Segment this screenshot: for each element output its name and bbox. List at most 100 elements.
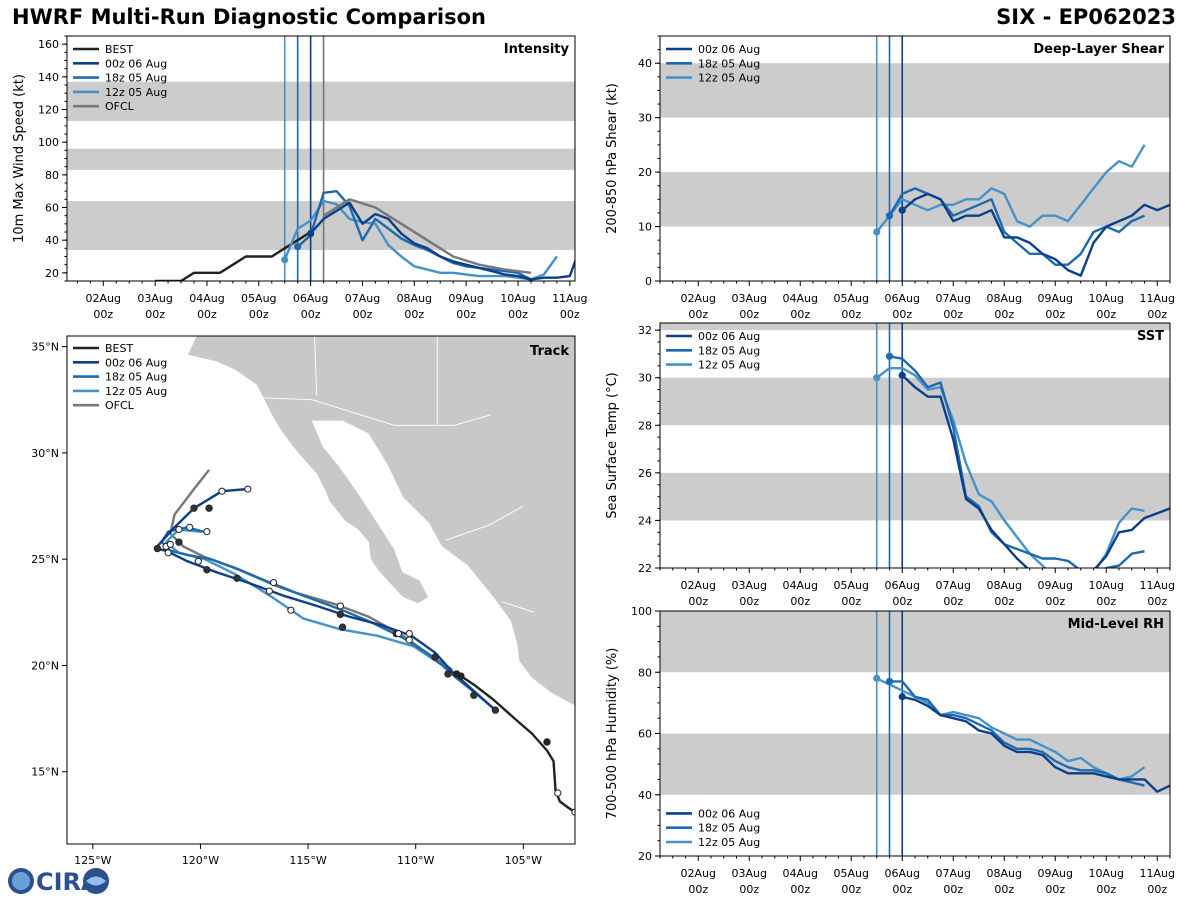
x-tick-day: 03Aug xyxy=(137,292,172,305)
legend-label: 12z 05 Aug xyxy=(698,359,760,372)
x-tick-hour: 00z xyxy=(892,595,912,608)
panel-track: 125°W 120°W 115°W 110°W 105°W 15°N 20°N 25°N 30°… xyxy=(31,335,576,867)
track-line-run18 xyxy=(160,526,497,712)
x-tick-hour: 00z xyxy=(739,595,759,608)
x-tick-day: 07Aug xyxy=(936,579,971,592)
legend-label: 00z 06 Aug xyxy=(698,807,760,820)
x-tick-day: 09Aug xyxy=(1038,292,1073,305)
x-tick-hour: 00z xyxy=(841,595,861,608)
track-point-open xyxy=(554,789,562,797)
threshold-band xyxy=(660,323,1170,331)
init-marker-run12 xyxy=(873,674,881,682)
land-mass xyxy=(186,336,575,707)
legend-label: OFCL xyxy=(105,100,135,113)
track-point-open xyxy=(571,808,575,816)
x-tick-hour: 00z xyxy=(943,308,963,321)
threshold-band xyxy=(67,81,575,121)
x-tick-day: 11Aug xyxy=(1140,579,1175,592)
x-tick-day: 07Aug xyxy=(936,292,971,305)
x-tick-hour: 00z xyxy=(688,595,708,608)
x-tick-day: 05Aug xyxy=(834,579,869,592)
series-line-run00 xyxy=(901,192,1170,277)
init-marker-run18 xyxy=(885,212,894,220)
panel-title: Deep-Layer Shear xyxy=(1033,42,1164,57)
x-tick-day: 08Aug xyxy=(987,579,1022,592)
state-border xyxy=(445,505,524,541)
x-tick-day: 10Aug xyxy=(1089,867,1124,880)
x-tick-label: 110°W xyxy=(397,854,434,867)
track-point-open xyxy=(244,485,252,493)
track-point-filled xyxy=(452,670,461,678)
y-axis-label: 10m Max Wind Speed (kt) xyxy=(12,74,27,243)
x-tick-day: 02Aug xyxy=(86,292,121,305)
x-tick-day: 04Aug xyxy=(189,292,224,305)
page-title: HWRF Multi-Run Diagnostic Comparison xyxy=(12,5,487,29)
legend-label: 12z 05 Aug xyxy=(698,836,760,849)
x-tick-hour: 00z xyxy=(892,308,912,321)
init-marker-run12 xyxy=(873,228,881,236)
plot-area xyxy=(660,323,1170,568)
x-tick-label: 115°W xyxy=(289,854,326,867)
x-tick-day: 03Aug xyxy=(732,867,767,880)
track-point-filled xyxy=(233,574,241,583)
x-tick-label: 105°W xyxy=(505,854,542,867)
x-tick-day: 03Aug xyxy=(732,579,767,592)
init-marker-run12 xyxy=(281,256,289,264)
x-tick-hour: 00z xyxy=(943,595,963,608)
state-border xyxy=(262,397,492,426)
storm-id: SIX - EP062023 xyxy=(996,5,1176,29)
panel-shear: 0 10 20 30 40 02Aug 00z 03Aug 00z 04Aug 00z 05Aug 00… xyxy=(605,35,1175,321)
x-tick-hour: 00z xyxy=(688,883,708,896)
x-tick-day: 11Aug xyxy=(1140,867,1175,880)
x-tick-hour: 00z xyxy=(790,308,810,321)
y-tick-label: 26 xyxy=(638,467,652,480)
threshold-band xyxy=(660,63,1170,118)
x-tick-day: 05Aug xyxy=(834,867,869,880)
legend-label: 12z 05 Aug xyxy=(105,385,167,398)
threshold-band xyxy=(67,148,575,170)
x-tick-hour: 00z xyxy=(145,308,165,321)
legend-label: 12z 05 Aug xyxy=(698,72,760,85)
legend-label: 00z 06 Aug xyxy=(698,330,760,343)
track-point-filled xyxy=(336,610,345,619)
legend-label: 18z 05 Aug xyxy=(698,822,760,835)
track-point-open xyxy=(218,487,226,495)
plot-area xyxy=(660,611,1170,856)
x-tick-hour: 00z xyxy=(197,308,217,321)
track-point-filled xyxy=(190,504,198,512)
y-tick-label: 15°N xyxy=(31,766,59,779)
x-tick-hour: 00z xyxy=(1096,308,1116,321)
y-tick-label: 100 xyxy=(631,605,652,618)
y-tick-label: 140 xyxy=(38,71,59,84)
legend-label: 18z 05 Aug xyxy=(105,72,167,85)
x-tick-hour: 00z xyxy=(1147,308,1167,321)
track-point-filled xyxy=(153,544,162,553)
legend-label: 18z 05 Aug xyxy=(698,344,760,357)
y-axis-label: 200-850 hPa Shear (kt) xyxy=(605,83,620,234)
panel-title: SST xyxy=(1137,329,1164,344)
threshold-band xyxy=(660,611,1170,673)
x-tick-day: 06Aug xyxy=(293,292,328,305)
threshold-band xyxy=(660,377,1170,426)
x-tick-day: 10Aug xyxy=(1089,292,1124,305)
legend-label: 00z 06 Aug xyxy=(105,356,167,369)
x-tick-day: 04Aug xyxy=(783,867,818,880)
y-tick-label: 60 xyxy=(638,728,652,741)
y-tick-label: 30 xyxy=(638,372,652,385)
y-tick-label: 0 xyxy=(645,275,652,288)
series-line-run12 xyxy=(875,144,1146,233)
legend-label: 12z 05 Aug xyxy=(105,86,167,99)
plot-area xyxy=(660,36,1170,281)
legend-label: 00z 06 Aug xyxy=(105,57,167,70)
init-marker-run00 xyxy=(307,230,315,238)
axes-frame xyxy=(66,335,576,845)
x-tick-day: 09Aug xyxy=(1038,867,1073,880)
y-tick-label: 80 xyxy=(638,666,652,679)
init-marker-run00 xyxy=(898,371,906,379)
x-tick-hour: 00z xyxy=(301,308,321,321)
x-tick-hour: 00z xyxy=(508,308,528,321)
y-tick-label: 24 xyxy=(638,514,652,527)
